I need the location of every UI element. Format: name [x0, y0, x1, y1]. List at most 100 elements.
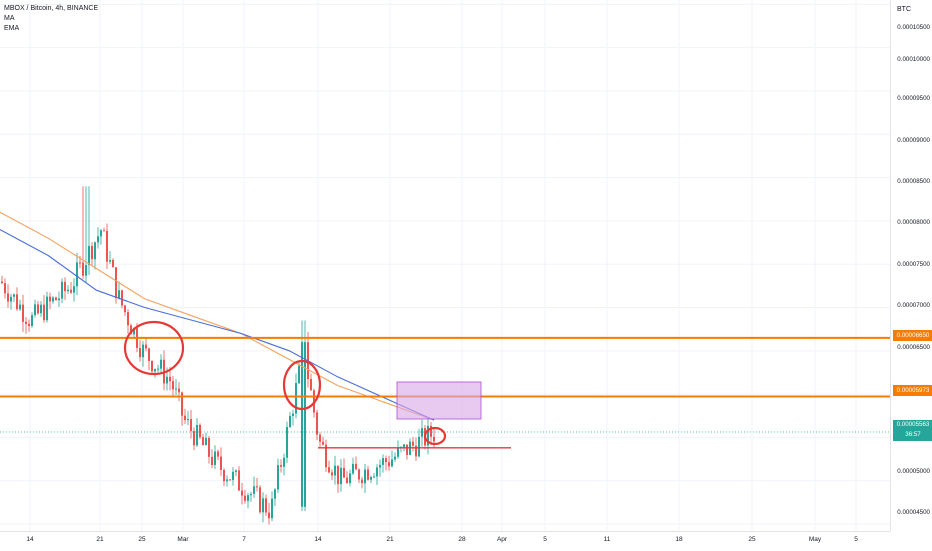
price-tick: 0.00010000	[897, 56, 930, 63]
candle-body	[157, 368, 159, 370]
candle-body	[172, 381, 174, 390]
candle-body	[91, 245, 93, 260]
price-tick: 0.00006500	[897, 344, 930, 351]
current-price-tag: 0.00005563 36:57	[893, 420, 932, 441]
candle-body	[178, 388, 180, 393]
resistance-price-tag: 0.00005973	[893, 385, 932, 396]
candle-body	[175, 388, 177, 390]
candle-body	[187, 419, 189, 421]
price-tick: 0.00010500	[897, 24, 930, 31]
price-axis[interactable]: BTC 0.00010500 0.00010000 0.00009500 0.0…	[890, 0, 932, 531]
candle-body	[49, 296, 51, 302]
time-axis[interactable]	[0, 531, 890, 551]
candle-body	[337, 465, 339, 485]
candle-body	[220, 456, 222, 470]
candle-body	[190, 419, 192, 432]
candle-body	[22, 304, 24, 322]
candle-body	[232, 471, 234, 480]
annotation-circle	[282, 359, 322, 411]
candle-body	[43, 304, 45, 321]
candle-body	[421, 428, 423, 437]
candle-body	[199, 424, 201, 438]
candle-body	[247, 495, 249, 501]
candle-body	[61, 281, 63, 299]
candle-body	[403, 444, 405, 448]
candle-body	[283, 457, 285, 467]
ma-indicator-label[interactable]: MA	[4, 15, 15, 22]
candle-body	[181, 392, 183, 416]
candle-body	[106, 230, 108, 262]
candle-body	[16, 294, 18, 310]
chart-area[interactable]: MBOX / Bitcoin, 4h, BINANCE MA EMA	[0, 0, 890, 531]
candle-body	[76, 262, 78, 287]
candle-body	[55, 297, 57, 301]
price-tick: 0.00007000	[897, 302, 930, 309]
price-tick: 0.00008500	[897, 178, 930, 185]
candle-body	[13, 294, 15, 297]
candle-body	[70, 289, 72, 293]
candle-body	[238, 470, 240, 491]
candle-body	[58, 298, 60, 301]
ema-line	[0, 211, 435, 421]
symbol-title[interactable]: MBOX / Bitcoin, 4h, BINANCE	[4, 5, 99, 12]
candle-body	[79, 262, 81, 264]
ema-indicator-label[interactable]: EMA	[4, 25, 20, 32]
candle-body	[142, 344, 144, 358]
candle-body	[193, 431, 195, 446]
candle-body	[253, 486, 255, 494]
candle-body	[166, 376, 168, 384]
candle-body	[259, 487, 261, 513]
candle-body	[139, 347, 141, 358]
candle-body	[208, 437, 210, 457]
candle-body	[196, 424, 198, 446]
candle-body	[4, 283, 6, 294]
candle-body	[250, 493, 252, 496]
time-tick: 11	[603, 536, 611, 543]
time-tick: 25	[138, 536, 146, 543]
candle-body	[277, 465, 279, 490]
time-tick: 28	[458, 536, 466, 543]
candle-body	[169, 376, 171, 382]
time-tick: 18	[675, 536, 683, 543]
candle-body	[370, 477, 372, 480]
candle-body	[361, 479, 363, 484]
candle-body	[154, 368, 156, 372]
candle-body	[289, 415, 291, 428]
candle-body	[1, 281, 3, 284]
candle-body	[151, 360, 153, 372]
candle-body	[325, 444, 327, 468]
candle-body	[265, 498, 267, 513]
time-tick: 14	[26, 536, 34, 543]
candle-body	[331, 472, 333, 476]
candle-body	[205, 437, 207, 446]
candle-body	[85, 265, 87, 276]
candle-body	[262, 498, 264, 513]
candle-body	[64, 281, 66, 292]
time-tick: Mar	[177, 536, 189, 543]
candle-body	[418, 436, 420, 457]
price-tick: 0.00004500	[897, 509, 930, 516]
candle-body	[100, 230, 102, 237]
candle-body	[367, 469, 369, 480]
candle-body	[223, 469, 225, 482]
candle-body	[121, 290, 123, 306]
candle-body	[52, 297, 54, 302]
candle-body	[109, 260, 111, 262]
candle-body	[280, 465, 282, 467]
candle-body	[274, 489, 276, 499]
candle-body	[382, 458, 384, 465]
candlestick-chart[interactable]	[0, 0, 890, 531]
time-tick: 21	[386, 536, 394, 543]
candle-body	[379, 464, 381, 468]
candle-body	[271, 498, 273, 519]
candle-body	[124, 305, 126, 313]
candle-body	[316, 412, 318, 435]
resistance-price-tag: 0.00006650	[893, 330, 932, 341]
candle-body	[322, 441, 324, 445]
candle-body	[148, 348, 150, 361]
candle-body	[160, 359, 162, 369]
currency-label: BTC	[897, 6, 911, 13]
time-tick: 21	[96, 536, 104, 543]
time-tick: 5	[543, 536, 547, 543]
chart-legend: MBOX / Bitcoin, 4h, BINANCE MA EMA	[4, 4, 98, 34]
